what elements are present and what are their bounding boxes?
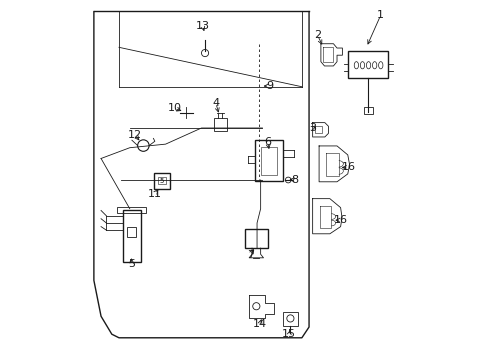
Text: 10: 10 [167, 103, 181, 113]
Bar [122, 211, 140, 262]
Text: 2: 2 [313, 30, 320, 40]
Text: 5: 5 [128, 259, 135, 269]
Bar [127, 226, 136, 237]
Text: 7: 7 [246, 250, 253, 260]
Text: 13: 13 [195, 21, 209, 31]
Bar [158, 177, 165, 184]
Text: 14: 14 [252, 319, 266, 329]
Text: 16: 16 [341, 162, 355, 172]
Text: 1: 1 [377, 10, 384, 20]
Bar [244, 229, 267, 248]
Text: 3: 3 [308, 123, 315, 133]
Text: 15: 15 [282, 329, 296, 339]
Bar [363, 107, 372, 114]
Text: 8: 8 [290, 175, 298, 185]
Text: 9: 9 [265, 81, 273, 91]
Bar [117, 207, 145, 213]
Bar [261, 147, 276, 175]
Bar [254, 140, 283, 181]
Bar [348, 51, 387, 78]
Bar [282, 312, 298, 326]
Text: 16: 16 [334, 215, 347, 225]
Text: 5: 5 [160, 178, 164, 184]
Bar [154, 173, 169, 189]
Bar [213, 118, 226, 131]
Text: 4: 4 [212, 98, 219, 108]
Text: 12: 12 [128, 130, 142, 140]
Text: 11: 11 [147, 189, 162, 199]
Text: 6: 6 [264, 138, 271, 147]
